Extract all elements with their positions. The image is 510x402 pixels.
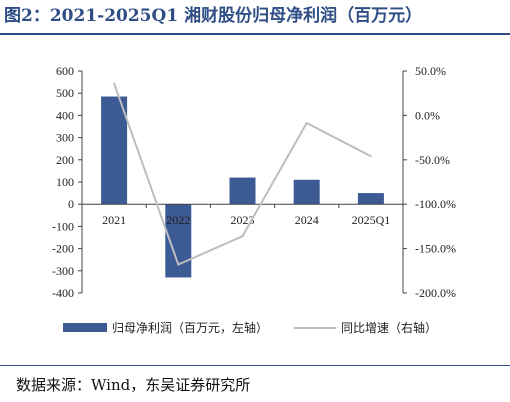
- growth-point-2022: [177, 263, 180, 266]
- category-labels: 2021 2022 2023 2024 2025Q1: [102, 213, 390, 227]
- bar-series: [101, 96, 384, 278]
- legend-line-label: 同比增速（右轴）: [341, 320, 437, 335]
- legend-bar-swatch: [63, 323, 107, 332]
- right-tick-label: -100.0%: [415, 197, 456, 211]
- right-tick-label: -150.0%: [415, 242, 456, 256]
- growth-point-2025Q1: [370, 155, 372, 158]
- category-label: 2022: [166, 213, 190, 227]
- growth-point-2023: [241, 235, 244, 237]
- category-label: 2024: [295, 213, 319, 227]
- bar-2024: [293, 179, 320, 205]
- left-tick-label: 600: [56, 64, 74, 78]
- growth-point-2024: [305, 122, 308, 124]
- left-tick-label: 300: [56, 131, 74, 145]
- left-tick-label: 500: [56, 86, 74, 100]
- bar-2025Q1: [357, 193, 384, 205]
- legend-bar-label: 归母净利润（百万元，左轴）: [112, 320, 268, 335]
- legend: 归母净利润（百万元，左轴） 同比增速（右轴）: [63, 320, 437, 335]
- bar-2021: [101, 96, 128, 205]
- left-tick-label: 200: [56, 153, 74, 167]
- left-tick-label: 100: [56, 175, 74, 189]
- source-rule: [0, 365, 510, 366]
- growth-line: [113, 83, 372, 266]
- source-note: 数据来源：Wind，东吴证券研究所: [16, 376, 251, 394]
- right-axis: 50.0% 0.0% -50.0% -100.0% -150.0% -200.0%: [402, 64, 456, 300]
- left-tick-label: -400: [52, 286, 74, 300]
- chart-title: 图2：2021-2025Q1 湘财股份归母净利润（百万元）: [4, 6, 423, 26]
- bar-2023: [229, 177, 256, 205]
- category-label: 2021: [102, 213, 126, 227]
- right-tick-label: 0.0%: [415, 108, 440, 122]
- left-tick-label: 0: [68, 197, 74, 211]
- right-tick-label: 50.0%: [415, 64, 446, 78]
- zero-axis: [81, 203, 404, 209]
- right-tick-label: -50.0%: [415, 153, 450, 167]
- title-rule: [0, 33, 510, 35]
- left-axis: 600 500 400 300 200 100 0 -100 -200 -300 -400: [52, 64, 83, 300]
- growth-point-2021: [113, 82, 115, 85]
- left-tick-label: 400: [56, 108, 74, 122]
- left-tick-label: -300: [52, 264, 74, 278]
- right-tick-label: -200.0%: [415, 286, 456, 300]
- category-label: 2025Q1: [352, 213, 391, 227]
- left-tick-label: -200: [52, 242, 74, 256]
- left-tick-label: -100: [52, 219, 74, 233]
- line-series: [113, 82, 372, 266]
